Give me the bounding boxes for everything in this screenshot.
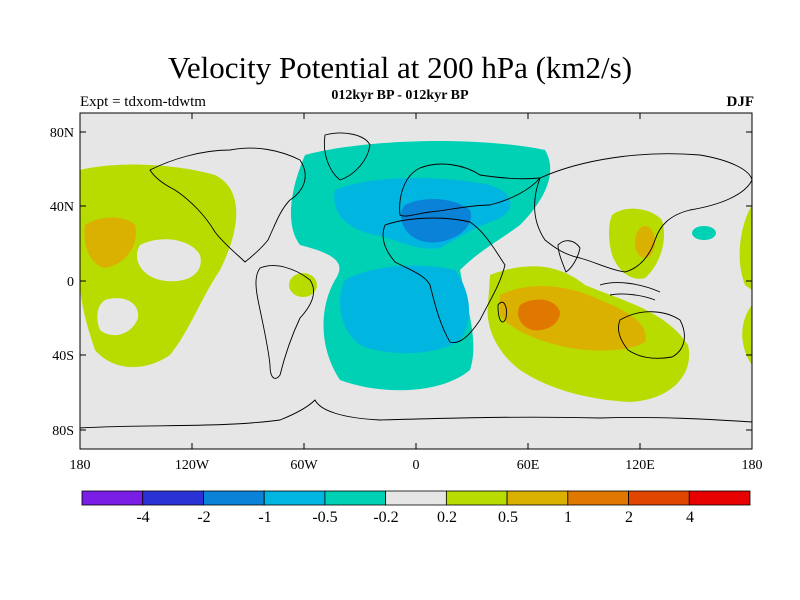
contour-mediterranean-core	[401, 198, 471, 243]
lon-label-60w: 60W	[290, 458, 318, 473]
lat-axis	[80, 131, 752, 431]
contour-eastasia-core	[635, 226, 655, 258]
colorbar-box-1	[81, 490, 144, 506]
colorbar-box-9	[567, 490, 629, 506]
contour-pacific-small-negative	[692, 226, 716, 240]
contour-south-atlantic-mid	[340, 265, 470, 354]
colorbar-box-3	[203, 490, 265, 506]
colorbar	[81, 490, 751, 506]
colorbar-label-4: -0.5	[312, 509, 337, 526]
contour-east-edge-positive2	[742, 305, 752, 365]
colorbar-box-8	[506, 490, 569, 506]
lat-label-40n: 40N	[50, 200, 74, 215]
lon-label-180e: 180	[742, 458, 763, 473]
season-label: DJF	[726, 94, 755, 110]
lon-axis	[191, 113, 641, 449]
lon-label-60e: 60E	[517, 458, 540, 473]
lon-label-180w: 180	[70, 458, 91, 473]
contour-fills	[80, 140, 752, 402]
contour-madagascar-core	[518, 299, 560, 331]
plot-title: Velocity Potential at 200 hPa (km2/s)	[167, 50, 633, 85]
lon-label-120w: 120W	[175, 458, 210, 473]
lat-label-40s: 40S	[52, 349, 74, 364]
coast-india	[557, 240, 581, 273]
coast-south-america	[255, 265, 314, 379]
coast-greenland	[323, 132, 371, 181]
colorbar-label-1: -4	[136, 509, 149, 526]
colorbar-label-2: -2	[197, 509, 210, 526]
colorbar-box-2	[142, 490, 204, 506]
coast-north-america	[149, 147, 306, 263]
lon-label-0: 0	[413, 458, 420, 473]
coast-indonesia	[599, 282, 661, 301]
colorbar-label-9: 2	[625, 509, 633, 526]
colorbar-label-8: 1	[564, 509, 572, 526]
colorbar-labels: -4 -2 -1 -0.5 -0.2 0.2 0.5 1 2 4	[136, 509, 694, 526]
coast-antarctica	[80, 399, 752, 429]
coast-madagascar	[497, 301, 507, 323]
lat-label-eq: 0	[67, 275, 74, 290]
colorbar-box-7	[445, 490, 508, 506]
contour-east-edge-positive	[739, 205, 752, 290]
lat-label-80n: 80N	[50, 126, 74, 141]
colorbar-label-5: -0.2	[373, 509, 398, 526]
plot-subtitle: 012kyr BP - 012kyr BP	[331, 88, 469, 103]
lon-label-120e: 120E	[625, 458, 655, 473]
colorbar-box-10	[628, 490, 690, 506]
colorbar-box-4	[263, 490, 326, 506]
coast-australia	[617, 311, 685, 359]
lat-label-80s: 80S	[52, 424, 74, 439]
colorbar-label-7: 0.5	[498, 509, 518, 526]
contour-pacific-gap	[136, 239, 201, 282]
coastlines	[80, 132, 752, 429]
contour-brazil-positive	[289, 273, 317, 297]
colorbar-label-6: 0.2	[437, 509, 457, 526]
colorbar-label-10: 4	[686, 509, 694, 526]
contour-pacific-core	[84, 217, 136, 268]
colorbar-box-6	[385, 490, 447, 506]
contour-pacific-gap2	[97, 298, 139, 336]
colorbar-label-3: -1	[258, 509, 271, 526]
colorbar-box-5	[324, 490, 387, 506]
coast-asia	[534, 153, 752, 273]
coast-africa	[382, 217, 506, 343]
colorbar-box-11	[688, 490, 751, 506]
experiment-label: Expt = tdxom-tdwtm	[80, 94, 206, 110]
